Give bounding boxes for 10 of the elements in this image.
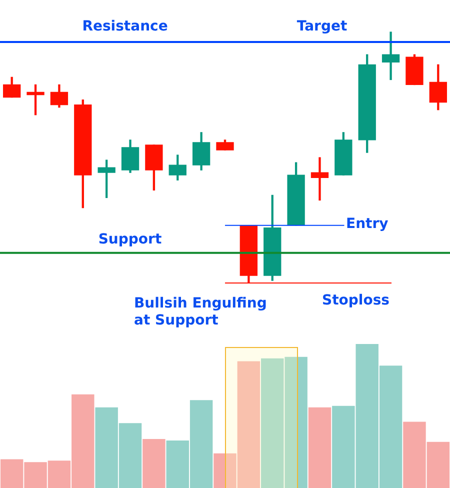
text: Bullsih Engulfing at Support <box>134 296 267 329</box>
annotation: Target <box>296 18 348 35</box>
ref-line-label: Stoploss <box>322 292 390 309</box>
candlestick <box>382 32 400 80</box>
ref-line-label: Support <box>98 232 162 248</box>
candlestick <box>310 157 329 201</box>
bar <box>308 407 332 488</box>
ref-line-label: Entry <box>346 216 388 232</box>
bar <box>142 439 166 488</box>
ref-line-label: Resistance <box>82 18 168 35</box>
